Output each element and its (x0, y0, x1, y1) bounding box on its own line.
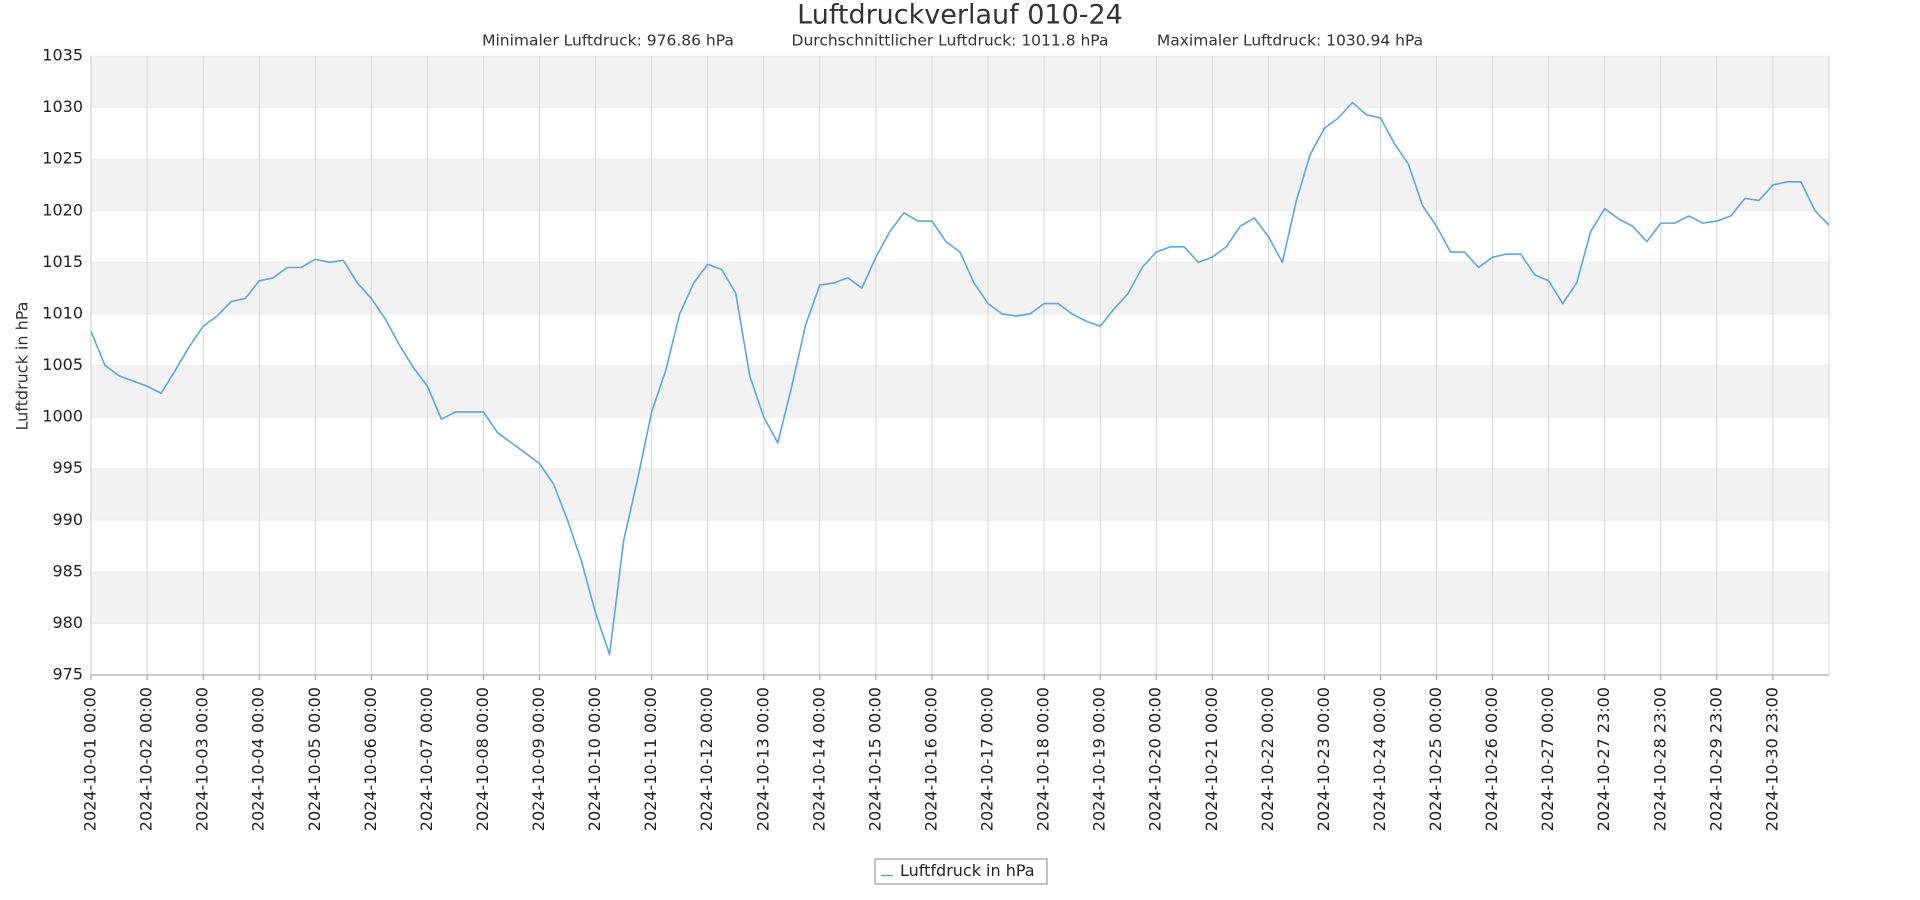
x-tick-label: 2024-10-12 00:00 (697, 687, 716, 831)
y-tick-label: 1030 (42, 97, 83, 116)
y-tick-label: 1020 (42, 200, 83, 219)
grid-band (91, 56, 1829, 108)
data-line (90, 101, 1830, 656)
x-tick-label: 2024-10-25 00:00 (1426, 687, 1445, 831)
grid-band (91, 159, 1829, 211)
x-tick-label: 2024-10-05 00:00 (305, 687, 324, 831)
y-tick-label: 985 (52, 561, 83, 580)
x-tick-label: 2024-10-13 00:00 (753, 687, 772, 831)
x-tick-label: 2024-10-10 00:00 (585, 687, 604, 831)
x-tick-label: 2024-10-23 00:00 (1314, 687, 1333, 831)
chart-title: Luftdruckverlauf 010-24 (797, 0, 1123, 31)
grid-band (91, 571, 1829, 624)
x-tick-label: 2024-10-19 00:00 (1090, 687, 1109, 831)
y-tick-label: 995 (52, 458, 83, 477)
y-tick-label: 980 (52, 613, 83, 632)
y-tick-label: 1000 (42, 407, 83, 426)
x-tick-label: 2024-10-06 00:00 (361, 687, 380, 831)
legend-box (874, 858, 1048, 885)
x-tick-label: 2024-10-01 00:00 (81, 687, 100, 831)
y-tick-label: 975 (52, 665, 83, 684)
grid-band (91, 468, 1829, 521)
x-tick-label: 2024-10-17 00:00 (978, 687, 997, 831)
x-tick-label: 2024-10-24 00:00 (1370, 687, 1389, 831)
x-tick-label: 2024-10-15 00:00 (865, 687, 884, 831)
x-tick-label: 2024-10-16 00:00 (921, 687, 940, 831)
x-tick-label: 2024-10-22 00:00 (1258, 687, 1277, 831)
y-tick-label: 1025 (42, 149, 83, 168)
x-tick-label: 2024-10-07 00:00 (417, 687, 436, 831)
legend-label: Luftfdruck in hPa (900, 861, 1035, 880)
y-tick-label: 1015 (42, 252, 83, 271)
chart-subtitle: Minimaler Luftdruck: 976.86 hPa (482, 32, 734, 50)
y-tick-label: 1010 (42, 303, 83, 322)
x-tick-label: 2024-10-27 00:00 (1538, 687, 1557, 831)
chart-subtitle: Durchschnittlicher Luftdruck: 1011.8 hPa (792, 32, 1109, 50)
x-tick-label: 2024-10-18 00:00 (1034, 687, 1053, 831)
x-tick-label: 2024-10-03 00:00 (193, 687, 212, 831)
y-tick-label: 1005 (42, 355, 83, 374)
chart-subtitle: Maximaler Luftdruck: 1030.94 hPa (1157, 32, 1423, 50)
x-tick-label: 2024-10-29 23:00 (1706, 687, 1725, 831)
y-tick-label: 1035 (42, 46, 83, 65)
x-tick-label: 2024-10-08 00:00 (473, 687, 492, 831)
x-tick-label: 2024-10-09 00:00 (529, 687, 548, 831)
x-tick-label: 2024-10-11 00:00 (641, 687, 660, 831)
x-tick-label: 2024-10-28 23:00 (1650, 687, 1669, 831)
x-tick-label: 2024-10-04 00:00 (249, 687, 268, 831)
x-tick-label: 2024-10-20 00:00 (1146, 687, 1165, 831)
grid-band (91, 262, 1829, 314)
x-tick-label: 2024-10-21 00:00 (1202, 687, 1221, 831)
x-tick-label: 2024-10-02 00:00 (137, 687, 156, 831)
x-tick-label: 2024-10-30 23:00 (1762, 687, 1781, 831)
x-tick-label: 2024-10-26 00:00 (1482, 687, 1501, 831)
y-axis-label: Luftdruck in hPa (13, 302, 32, 431)
x-tick-label: 2024-10-27 23:00 (1594, 687, 1613, 831)
y-tick-label: 990 (52, 510, 83, 529)
x-tick-label: 2024-10-14 00:00 (809, 687, 828, 831)
grid-band (91, 365, 1829, 418)
